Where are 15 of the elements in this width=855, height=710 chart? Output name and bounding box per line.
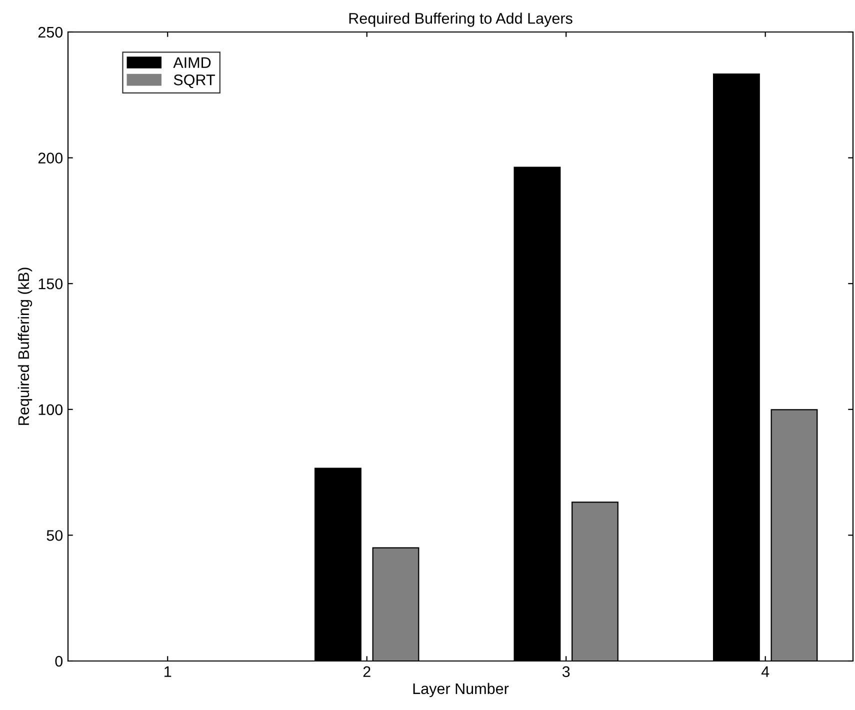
x-tick-label: 1 xyxy=(164,666,172,677)
y-tick-label: 50 xyxy=(46,530,63,541)
x-tick-label: 4 xyxy=(761,666,770,677)
y-tick-label: 100 xyxy=(38,404,63,416)
x-tick-label: 2 xyxy=(363,666,370,677)
y-tick-label: 200 xyxy=(38,152,63,164)
y-tick-label: 0 xyxy=(55,656,63,667)
x-axis-title: Layer Number xyxy=(413,682,509,698)
chart-title: Required Buffering to Add Layers xyxy=(349,12,572,27)
y-tick-label: 150 xyxy=(38,278,63,290)
y-axis-title: Required Buffering (kB) xyxy=(18,268,32,425)
y-tick-label: 250 xyxy=(38,26,63,38)
legend-label: AIMD xyxy=(173,57,211,68)
x-tick-label: 3 xyxy=(562,666,570,678)
legend-label: SQRT xyxy=(174,74,215,88)
